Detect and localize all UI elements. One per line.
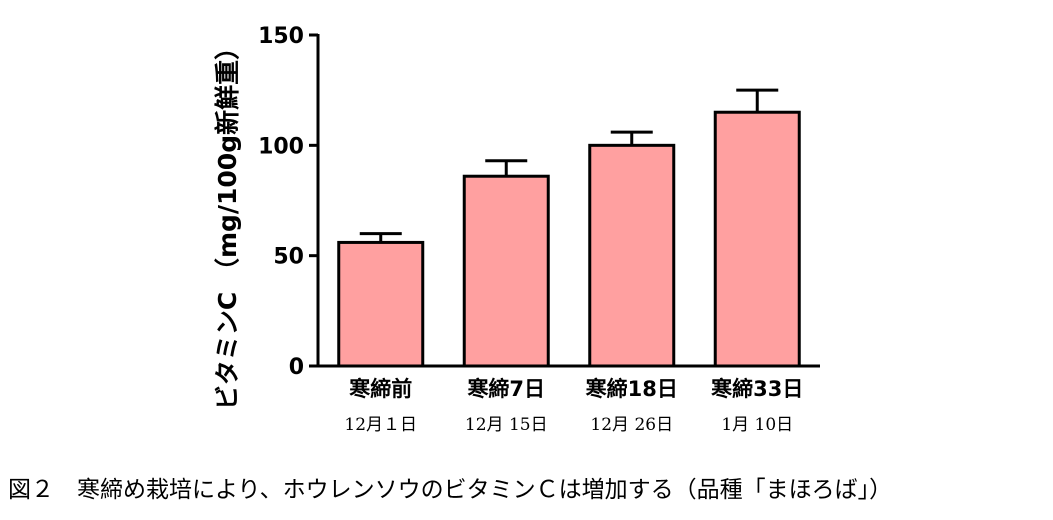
y-tick-label: 150 — [258, 24, 304, 49]
x-category-label: 寒締33日 — [711, 377, 803, 401]
bar — [337, 240, 425, 368]
y-axis-label: ビタミンC （mg/100g新鮮重） — [213, 35, 242, 410]
x-date-label: 12月１日 — [344, 415, 417, 435]
x-date-label: 1月 10日 — [721, 415, 793, 435]
figure-caption: 図２ 寒締め栽培により、ホウレンソウのビタミンＣは増加する（品種「まほろば」） — [8, 477, 893, 503]
bar — [713, 110, 801, 368]
x-category-labels: 寒締前 12月１日 寒締7日 12月 15日 寒締18日 12月 26日 寒締33日 1月 1… — [344, 377, 803, 435]
y-tick-label: 0 — [289, 355, 304, 380]
x-category-label: 寒締前 — [349, 377, 412, 401]
x-category-label: 寒締18日 — [586, 377, 678, 401]
y-tick-label: 100 — [258, 134, 304, 159]
y-tick-labels: 0 50 100 150 — [258, 24, 304, 380]
bar — [462, 174, 550, 368]
x-date-label: 12月 15日 — [465, 415, 548, 435]
x-category-label: 寒締7日 — [467, 377, 545, 401]
bars — [337, 88, 801, 368]
bar-chart: 0 50 100 150 寒締前 12月１日 寒締7日 12月 15日 寒締18日 12月 26… — [213, 24, 820, 435]
x-date-label: 12月 26日 — [590, 415, 673, 435]
y-tick-label: 50 — [273, 245, 304, 270]
bar — [588, 143, 676, 368]
